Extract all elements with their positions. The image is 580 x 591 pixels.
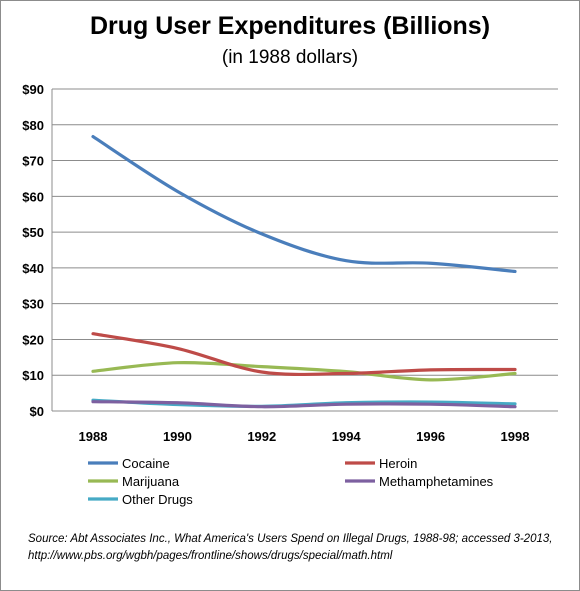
chart-title: Drug User Expenditures (Billions) [89, 12, 491, 40]
series-line-cocaine [91, 134, 517, 274]
x-tick-label: 1990 [163, 429, 192, 444]
legend-label-heroin: Heroin [379, 456, 417, 471]
source-report: What America's Users Spend on Illegal Dr… [174, 533, 456, 545]
y-tick-label: $50 [22, 225, 44, 240]
legend-label-other-drugs: Other Drugs [122, 492, 193, 507]
x-tick-label: 1994 [332, 429, 362, 444]
legend-label-marijuana: Marijuana [122, 474, 180, 489]
legend-label-methamphetamines: Methamphetamines [379, 474, 494, 489]
chart-subtitle: (in 1988 dollars) [221, 47, 359, 68]
source-suffix: ; accessed 3-2013, http://www.pbs.org/wg… [28, 533, 553, 562]
source-prefix: Source: Abt Associates Inc., [28, 533, 175, 545]
x-tick-label: 1996 [416, 429, 445, 444]
source-note: Source: Abt Associates Inc., What Americ… [28, 531, 558, 565]
legend-label-cocaine: Cocaine [122, 456, 170, 471]
y-tick-label: $10 [22, 368, 44, 383]
y-tick-label: $60 [22, 189, 44, 204]
y-tick-label: $70 [22, 154, 44, 169]
y-tick-label: $0 [30, 404, 44, 419]
series-line-marijuana [91, 360, 517, 382]
x-tick-label: 1988 [79, 429, 108, 444]
y-tick-label: $80 [22, 118, 44, 133]
x-tick-label: 1992 [247, 429, 276, 444]
y-tick-label: $30 [22, 297, 44, 312]
y-tick-label: $40 [22, 261, 44, 276]
series-line-heroin [91, 332, 517, 377]
y-tick-label: $20 [22, 332, 44, 347]
series-line-methamphetamines [91, 400, 517, 409]
x-tick-label: 1998 [501, 429, 530, 444]
y-tick-label: $90 [22, 82, 44, 97]
